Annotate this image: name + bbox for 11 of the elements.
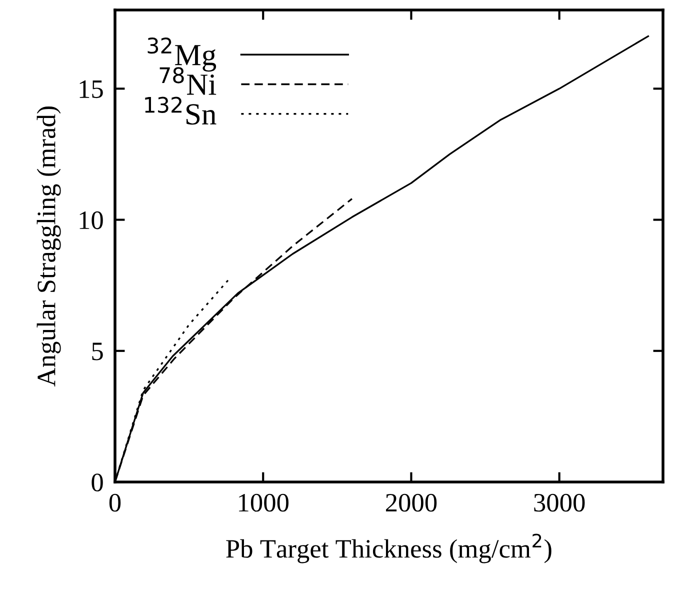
x-tick-label: 2000 [386, 494, 437, 512]
y-axis-title: Angular Straggling (mrad) [36, 106, 61, 386]
legend-label: $^{132}$Sn [145, 96, 216, 125]
x-tick-label: 3000 [534, 494, 585, 512]
y-tick-label: 15 [80, 80, 103, 98]
x-tick-label: 1000 [239, 494, 288, 512]
y-tick-label: 0 [92, 474, 103, 492]
x-tick-label: 0 [109, 494, 121, 512]
y-tick-label: 5 [92, 342, 103, 360]
y-tick-label: 10 [80, 211, 103, 230]
x-axis-title: Pb Target Thickness (mg/cm$^{2}$) [226, 534, 552, 564]
